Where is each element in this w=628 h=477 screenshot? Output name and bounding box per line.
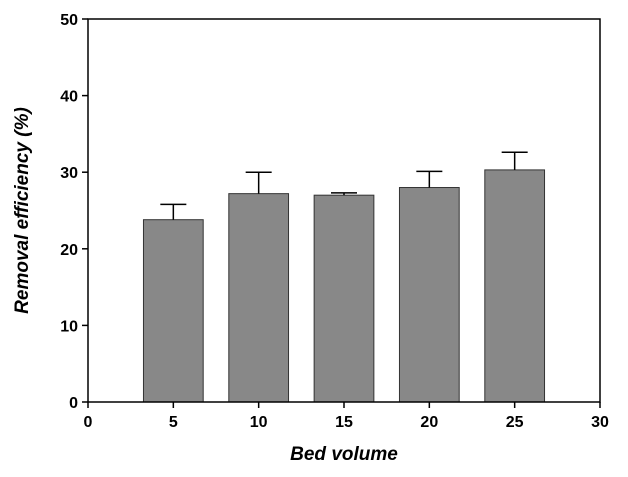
y-axis-ticks: 0 10 20 30 40 50 <box>60 12 88 412</box>
bar <box>142 219 204 403</box>
bars-group <box>142 169 546 403</box>
error-bars-group <box>160 151 528 220</box>
x-tick-label: 25 <box>506 414 524 431</box>
bar <box>313 194 375 403</box>
bar <box>398 187 460 403</box>
x-tick-label: 30 <box>591 414 609 431</box>
x-tick-label: 10 <box>250 414 268 431</box>
y-tick-label: 30 <box>60 165 78 182</box>
y-axis-title: Removal efficiency (%) <box>12 107 33 314</box>
y-tick-label: 0 <box>69 395 78 412</box>
y-tick-label: 20 <box>60 242 78 259</box>
y-tick-label: 50 <box>60 12 78 29</box>
x-tick-label: 20 <box>420 414 438 431</box>
x-tick-label: 15 <box>335 414 353 431</box>
x-axis-ticks: 0 5 10 15 20 25 30 <box>84 402 609 431</box>
bar <box>228 193 290 403</box>
bar <box>484 169 546 403</box>
x-tick-label: 0 <box>84 414 93 431</box>
x-tick-label: 5 <box>169 414 178 431</box>
y-tick-label: 40 <box>60 89 78 106</box>
y-tick-label: 10 <box>60 318 78 335</box>
x-axis-title: Bed volume <box>290 444 398 465</box>
